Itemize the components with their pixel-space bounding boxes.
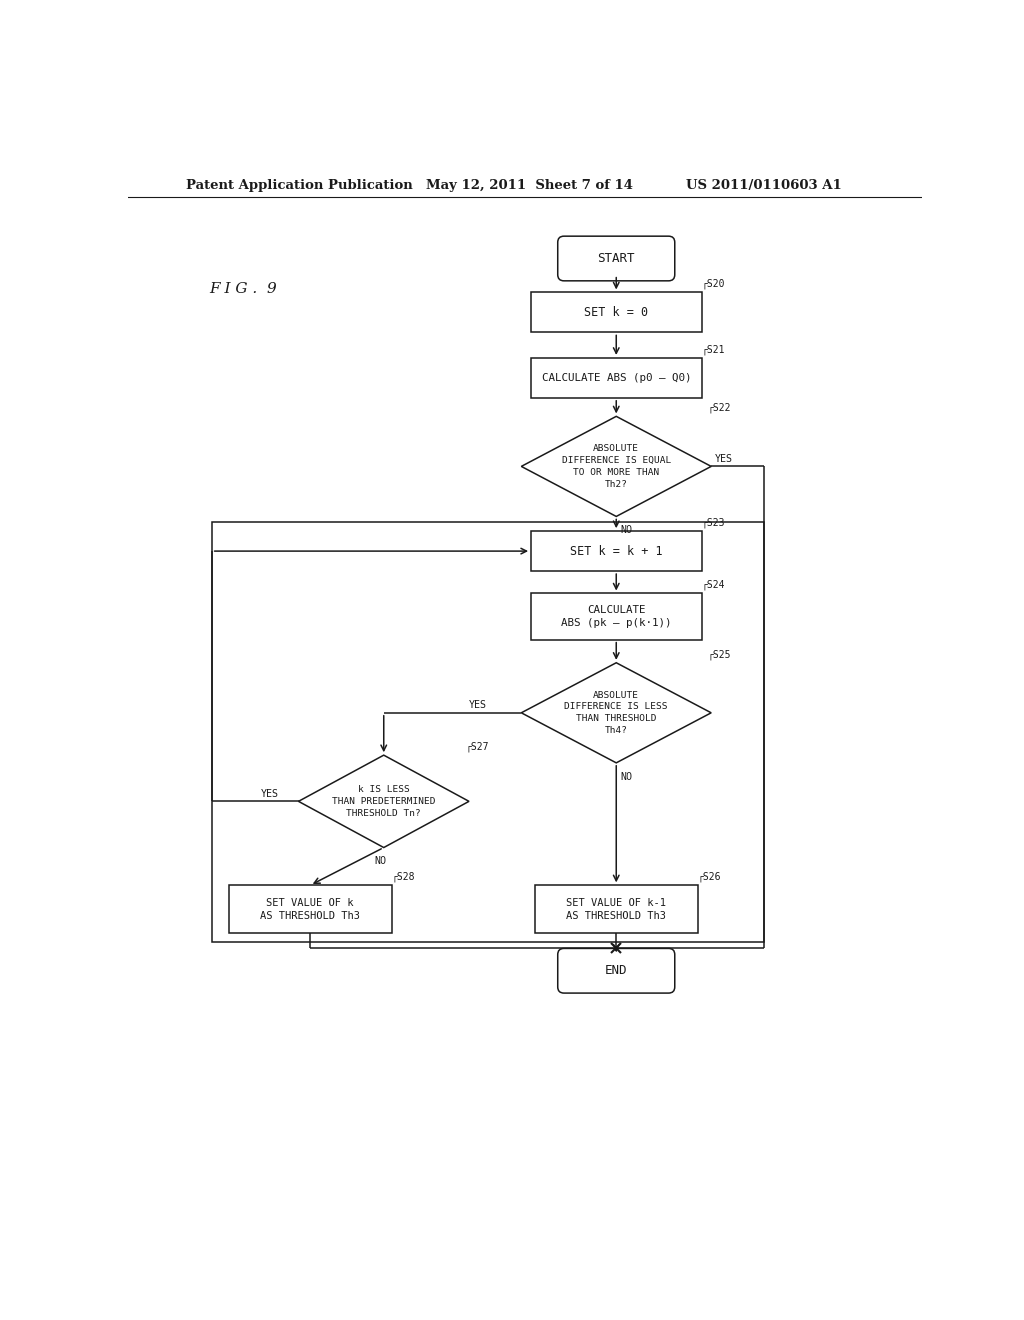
Text: YES: YES (261, 788, 280, 799)
Text: START: START (597, 252, 635, 265)
Polygon shape (521, 663, 712, 763)
Text: k IS LESS
THAN PREDETERMINED
THRESHOLD Tn?: k IS LESS THAN PREDETERMINED THRESHOLD T… (332, 785, 435, 817)
Text: ┌S21: ┌S21 (701, 345, 725, 355)
Text: CALCULATE ABS (p0 — Q0): CALCULATE ABS (p0 — Q0) (542, 372, 691, 383)
FancyBboxPatch shape (558, 236, 675, 281)
Text: CALCULATE
ABS (pk — p(k·1)): CALCULATE ABS (pk — p(k·1)) (561, 605, 672, 628)
Text: F I G .  9: F I G . 9 (209, 282, 278, 296)
Text: ┌S23: ┌S23 (701, 517, 725, 528)
Text: SET VALUE OF k-1
AS THRESHOLD Th3: SET VALUE OF k-1 AS THRESHOLD Th3 (566, 898, 667, 921)
FancyBboxPatch shape (531, 531, 701, 572)
Text: SET k = 0: SET k = 0 (584, 306, 648, 319)
Text: ABSOLUTE
DIFFERENCE IS LESS
THAN THRESHOLD
Th4?: ABSOLUTE DIFFERENCE IS LESS THAN THRESHO… (564, 690, 668, 735)
FancyBboxPatch shape (531, 594, 701, 640)
Polygon shape (299, 755, 469, 847)
Text: Patent Application Publication: Patent Application Publication (186, 178, 413, 191)
FancyBboxPatch shape (531, 293, 701, 333)
FancyBboxPatch shape (531, 358, 701, 397)
Text: NO: NO (375, 857, 386, 866)
FancyBboxPatch shape (228, 886, 391, 933)
FancyBboxPatch shape (558, 949, 675, 993)
Text: YES: YES (715, 454, 733, 463)
Bar (212, 521, 764, 942)
Text: ┌S26: ┌S26 (697, 871, 721, 882)
Text: SET VALUE OF k
AS THRESHOLD Th3: SET VALUE OF k AS THRESHOLD Th3 (260, 898, 360, 921)
Text: ┌S22: ┌S22 (708, 403, 731, 413)
Text: END: END (605, 964, 628, 977)
Text: ┌S27: ┌S27 (465, 742, 488, 752)
Polygon shape (521, 416, 712, 516)
Text: ┌S24: ┌S24 (701, 579, 725, 590)
Text: NO: NO (621, 525, 632, 536)
Text: ┌S20: ┌S20 (701, 279, 725, 289)
Text: ABSOLUTE
DIFFERENCE IS EQUAL
TO OR MORE THAN
Th2?: ABSOLUTE DIFFERENCE IS EQUAL TO OR MORE … (561, 445, 671, 488)
Text: ┌S28: ┌S28 (391, 871, 415, 882)
Text: SET k = k + 1: SET k = k + 1 (570, 545, 663, 557)
FancyBboxPatch shape (535, 886, 697, 933)
Text: US 2011/0110603 A1: US 2011/0110603 A1 (686, 178, 842, 191)
Text: ┌S25: ┌S25 (708, 649, 731, 660)
Text: NO: NO (621, 772, 632, 781)
Text: YES: YES (469, 700, 486, 710)
Text: May 12, 2011  Sheet 7 of 14: May 12, 2011 Sheet 7 of 14 (426, 178, 634, 191)
